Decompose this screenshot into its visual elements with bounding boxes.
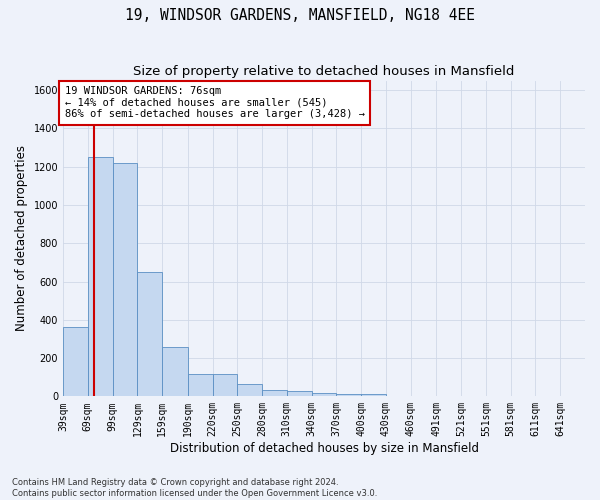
- Bar: [63, 328, 88, 396]
- Bar: [113, 163, 137, 396]
- Text: 19 WINDSOR GARDENS: 76sqm
← 14% of detached houses are smaller (545)
86% of semi: 19 WINDSOR GARDENS: 76sqm ← 14% of detac…: [65, 86, 365, 120]
- X-axis label: Distribution of detached houses by size in Mansfield: Distribution of detached houses by size …: [170, 442, 479, 455]
- Text: 19, WINDSOR GARDENS, MANSFIELD, NG18 4EE: 19, WINDSOR GARDENS, MANSFIELD, NG18 4EE: [125, 8, 475, 22]
- Bar: [361, 394, 386, 396]
- Bar: [162, 346, 188, 397]
- Title: Size of property relative to detached houses in Mansfield: Size of property relative to detached ho…: [133, 65, 515, 78]
- Bar: [238, 384, 262, 396]
- Bar: [188, 374, 212, 396]
- Text: Contains HM Land Registry data © Crown copyright and database right 2024.
Contai: Contains HM Land Registry data © Crown c…: [12, 478, 377, 498]
- Bar: [137, 272, 162, 396]
- Y-axis label: Number of detached properties: Number of detached properties: [15, 146, 28, 332]
- Bar: [262, 390, 287, 396]
- Bar: [311, 392, 337, 396]
- Bar: [88, 157, 113, 396]
- Bar: [212, 374, 238, 396]
- Bar: [287, 390, 311, 396]
- Bar: [337, 394, 361, 396]
